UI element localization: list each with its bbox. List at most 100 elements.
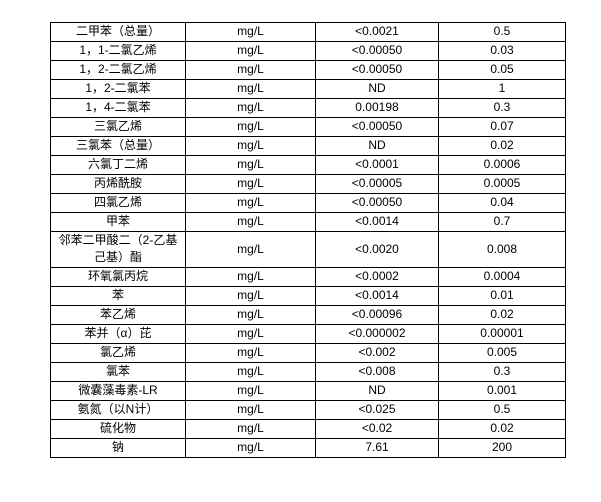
unit-cell: mg/L	[185, 193, 316, 213]
table-row: 氨氮（以N计） mg/L <0.025 0.5	[50, 399, 566, 420]
substance-name-cell: 1，4-二氯苯	[50, 98, 186, 118]
table-row: 钠 mg/L 7.61 200	[50, 437, 566, 458]
measured-value-cell: <0.00096	[315, 304, 439, 325]
measured-value-cell: ND	[315, 79, 439, 99]
limit-value-cell: 0.0004	[438, 266, 566, 287]
unit-cell: mg/L	[185, 342, 316, 363]
unit-cell: mg/L	[185, 136, 316, 156]
unit-cell: mg/L	[185, 361, 316, 382]
measured-value-cell: <0.02	[315, 418, 439, 439]
measured-value-cell: <0.0002	[315, 266, 439, 287]
limit-value-cell: 0.008	[438, 231, 566, 268]
limit-value-cell: 0.005	[438, 342, 566, 363]
measured-value-cell: <0.0001	[315, 155, 439, 175]
limit-value-cell: 200	[438, 437, 566, 458]
unit-cell: mg/L	[185, 231, 316, 268]
measured-value-cell: <0.008	[315, 361, 439, 382]
unit-cell: mg/L	[185, 323, 316, 344]
measured-value-cell: <0.00050	[315, 117, 439, 137]
limit-value-cell: 0.5	[438, 22, 566, 42]
measured-value-cell: <0.0021	[315, 22, 439, 42]
substance-name-cell: 甲苯	[50, 212, 186, 232]
substance-name-cell: 二甲苯（总量）	[50, 22, 186, 42]
table-row: 1，1-二氯乙烯 mg/L <0.00050 0.03	[50, 41, 566, 61]
limit-value-cell: 0.02	[438, 418, 566, 439]
table-row: 苯并（α）芘 mg/L <0.000002 0.00001	[50, 323, 566, 344]
water-quality-table: 二甲苯（总量） mg/L <0.0021 0.5 1，1-二氯乙烯 mg/L <…	[50, 22, 566, 458]
table-row: 环氧氯丙烷 mg/L <0.0002 0.0004	[50, 266, 566, 287]
table-row: 1，2-二氯苯 mg/L ND 1	[50, 79, 566, 99]
substance-name-cell: 1，2-二氯苯	[50, 79, 186, 99]
table-row: 二甲苯（总量） mg/L <0.0021 0.5	[50, 22, 566, 42]
measured-value-cell: <0.000002	[315, 323, 439, 344]
unit-cell: mg/L	[185, 285, 316, 306]
limit-value-cell: 0.04	[438, 193, 566, 213]
limit-value-cell: 0.001	[438, 380, 566, 401]
limit-value-cell: 0.07	[438, 117, 566, 137]
table-row: 微囊藻毒素-LR mg/L ND 0.001	[50, 380, 566, 401]
unit-cell: mg/L	[185, 212, 316, 232]
substance-name-cell: 苯乙烯	[50, 304, 186, 325]
measured-value-cell: <0.00050	[315, 193, 439, 213]
limit-value-cell: 0.7	[438, 212, 566, 232]
substance-name-cell: 四氯乙烯	[50, 193, 186, 213]
table-row: 三氯苯（总量） mg/L ND 0.02	[50, 136, 566, 156]
table-row: 苯乙烯 mg/L <0.00096 0.02	[50, 304, 566, 325]
limit-value-cell: 0.02	[438, 304, 566, 325]
limit-value-cell: 0.0005	[438, 174, 566, 194]
substance-name-cell: 微囊藻毒素-LR	[50, 380, 186, 401]
substance-name-cell: 苯并（α）芘	[50, 323, 186, 344]
unit-cell: mg/L	[185, 399, 316, 420]
measured-value-cell: <0.0020	[315, 231, 439, 268]
limit-value-cell: 0.02	[438, 136, 566, 156]
substance-name-cell: 邻苯二甲酸二（2-乙基己基）酯	[50, 231, 186, 268]
table-row: 苯 mg/L <0.0014 0.01	[50, 285, 566, 306]
unit-cell: mg/L	[185, 380, 316, 401]
measured-value-cell: ND	[315, 136, 439, 156]
substance-name-cell: 六氯丁二烯	[50, 155, 186, 175]
substance-name-cell: 氨氮（以N计）	[50, 399, 186, 420]
unit-cell: mg/L	[185, 155, 316, 175]
table-row: 三氯乙烯 mg/L <0.00050 0.07	[50, 117, 566, 137]
table-row: 六氯丁二烯 mg/L <0.0001 0.0006	[50, 155, 566, 175]
unit-cell: mg/L	[185, 98, 316, 118]
substance-name-cell: 钠	[50, 437, 186, 458]
measured-value-cell: <0.00005	[315, 174, 439, 194]
unit-cell: mg/L	[185, 437, 316, 458]
table-row: 硫化物 mg/L <0.02 0.02	[50, 418, 566, 439]
substance-name-cell: 硫化物	[50, 418, 186, 439]
measured-value-cell: 7.61	[315, 437, 439, 458]
unit-cell: mg/L	[185, 304, 316, 325]
unit-cell: mg/L	[185, 60, 316, 80]
substance-name-cell: 苯	[50, 285, 186, 306]
limit-value-cell: 0.0006	[438, 155, 566, 175]
measured-value-cell: 0.00198	[315, 98, 439, 118]
measured-value-cell: <0.0014	[315, 212, 439, 232]
measured-value-cell: <0.00050	[315, 41, 439, 61]
limit-value-cell: 0.3	[438, 361, 566, 382]
table-row: 氯乙烯 mg/L <0.002 0.005	[50, 342, 566, 363]
limit-value-cell: 0.01	[438, 285, 566, 306]
table-row: 氯苯 mg/L <0.008 0.3	[50, 361, 566, 382]
table-row: 邻苯二甲酸二（2-乙基己基）酯 mg/L <0.0020 0.008	[50, 231, 566, 268]
substance-name-cell: 氯苯	[50, 361, 186, 382]
table-row: 1，2-二氯乙烯 mg/L <0.00050 0.05	[50, 60, 566, 80]
substance-name-cell: 环氧氯丙烷	[50, 266, 186, 287]
table-row: 丙烯酰胺 mg/L <0.00005 0.0005	[50, 174, 566, 194]
substance-name-cell: 丙烯酰胺	[50, 174, 186, 194]
substance-name-cell: 1，1-二氯乙烯	[50, 41, 186, 61]
substance-name-cell: 三氯苯（总量）	[50, 136, 186, 156]
limit-value-cell: 1	[438, 79, 566, 99]
unit-cell: mg/L	[185, 22, 316, 42]
substance-name-cell: 三氯乙烯	[50, 117, 186, 137]
limit-value-cell: 0.05	[438, 60, 566, 80]
unit-cell: mg/L	[185, 266, 316, 287]
substance-name-cell: 氯乙烯	[50, 342, 186, 363]
unit-cell: mg/L	[185, 174, 316, 194]
limit-value-cell: 0.00001	[438, 323, 566, 344]
measured-value-cell: <0.025	[315, 399, 439, 420]
measured-value-cell: ND	[315, 380, 439, 401]
measured-value-cell: <0.0014	[315, 285, 439, 306]
unit-cell: mg/L	[185, 418, 316, 439]
